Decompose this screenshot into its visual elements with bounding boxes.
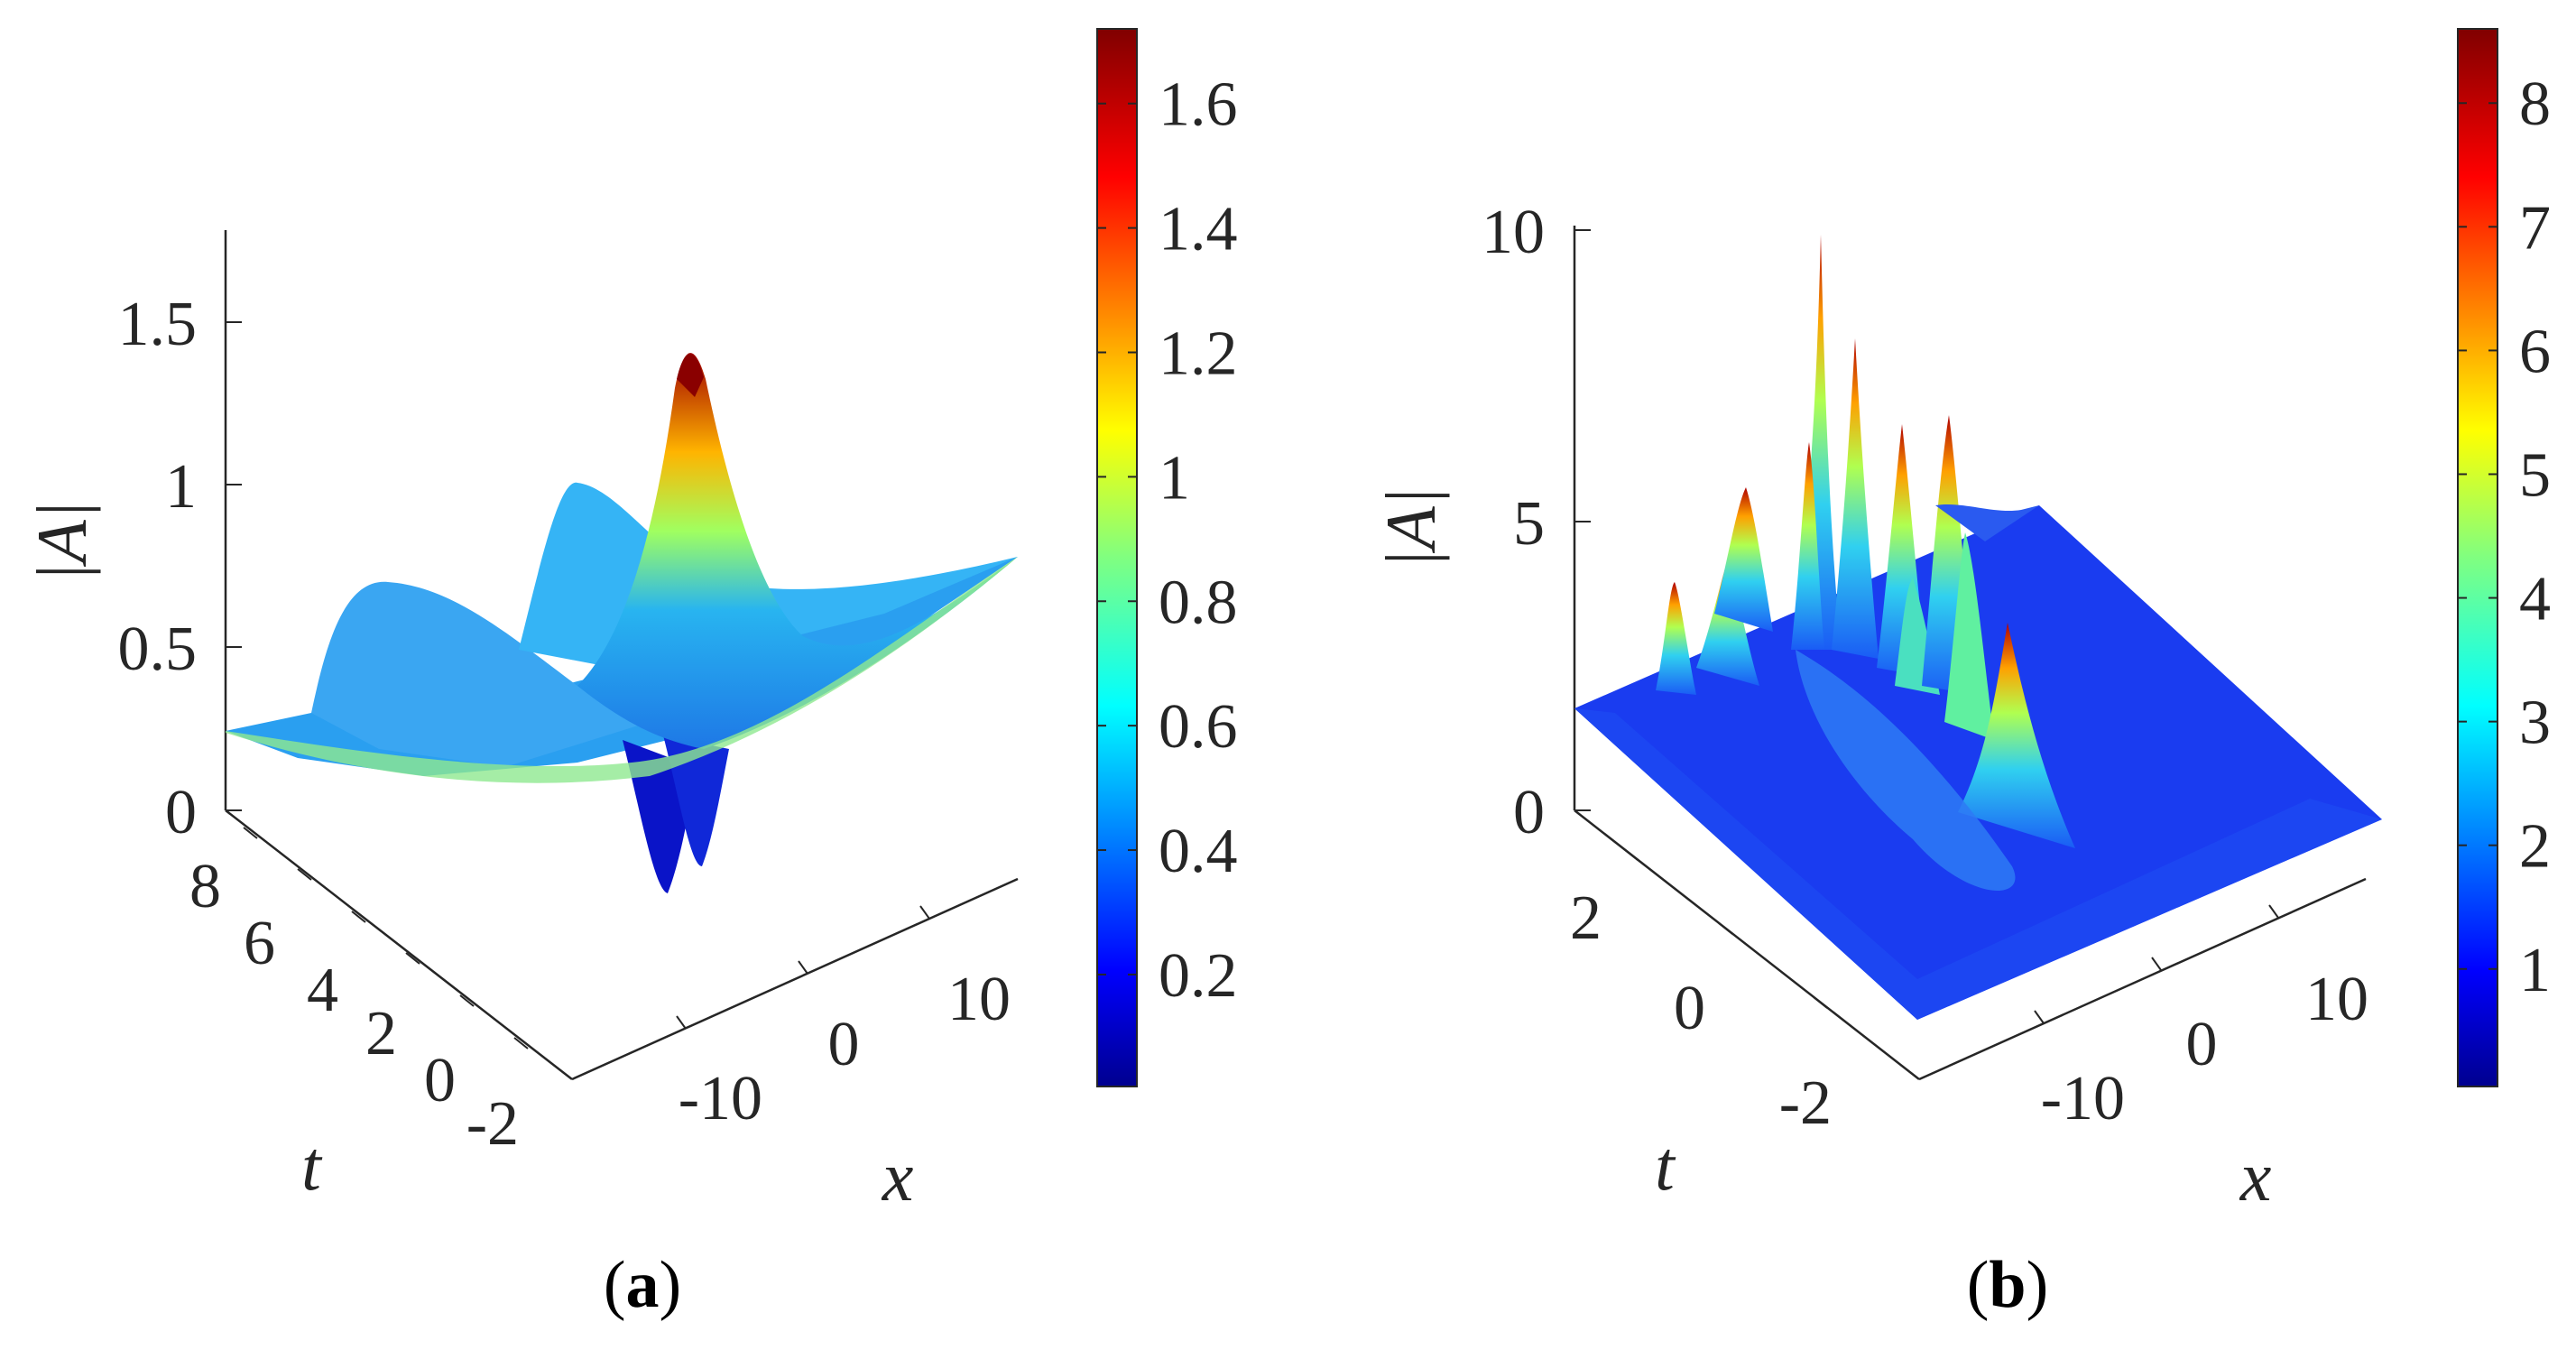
panel-a: 0 0.5 1 1.5 8 6 4 2 0 -2 -10 0 10 [23, 28, 1238, 1216]
panel-b-colorbar-tick-label: 1 [2519, 936, 2551, 1005]
panel-b-x-ticks: -10 0 10 [2034, 904, 2368, 1133]
panel-b-t-tick-neg2: -2 [1779, 1068, 1832, 1138]
panel-a-x-axis [571, 877, 1019, 1081]
panel-a-colorbar-tick-label: 1.6 [1159, 70, 1238, 140]
panel-a-colorbar-tick-label: 1 [1159, 443, 1190, 513]
panel-b-t-ticks: 2 0 -2 [1570, 848, 1832, 1138]
panel-b-t-label: t [1655, 1126, 1676, 1205]
panel-a-z-tick-2: 1 [165, 452, 197, 522]
panel-b-colorbar-tick-label: 4 [2519, 565, 2551, 634]
panel-a-colorbar-tick-label: 0.8 [1159, 568, 1238, 637]
panel-b-colorbar-tick-label: 2 [2519, 812, 2551, 882]
panel-a-t-label: t [301, 1126, 323, 1205]
panel-a-surface [226, 353, 1018, 893]
panel-a-t-ticks: 8 6 4 2 0 -2 [189, 827, 529, 1159]
panel-b-surface [1574, 235, 2382, 1020]
panel-a-x-label: x [882, 1137, 914, 1216]
panel-a-colorbar-tick-label: 0.6 [1159, 692, 1238, 762]
panel-b-colorbar-tick-label: 6 [2519, 317, 2551, 386]
panel-b-colorbar-tick-label: 5 [2519, 440, 2551, 510]
panel-b-z-tick-5: 5 [1513, 489, 1545, 559]
panel-b-colorbar [2457, 28, 2498, 1087]
panel-a-z-tick-1: 0.5 [118, 615, 198, 684]
panel-b-z-tick-0: 0 [1513, 778, 1545, 847]
panel-a-colorbar [1096, 28, 1138, 1087]
panel-a-t-tick-6: 6 [244, 909, 275, 978]
panel-a-z-tick-0: 0 [165, 778, 197, 847]
panel-b-x-tick-0: 0 [2186, 1010, 2218, 1079]
panel-b-label: (b) [1967, 1248, 2048, 1322]
panel-a-colorbar-tick-label: 1.4 [1159, 195, 1238, 264]
panel-b-x-tick-neg10: -10 [2041, 1064, 2125, 1133]
panel-a-t-axis [225, 809, 573, 1080]
panel-b: 0 5 10 2 0 -2 -10 0 10 |A| t x [1371, 28, 2551, 1216]
panel-a-t-tick-4: 4 [307, 956, 338, 1025]
panel-b-x-axis [1918, 877, 2367, 1081]
panel-a-z-ticks: 0 0.5 1 1.5 [118, 290, 242, 847]
panel-b-colorbar-ticks: 1 2 3 4 5 6 7 8 [2458, 69, 2551, 1005]
panel-a-colorbar-tick-label: 0.2 [1159, 941, 1238, 1011]
panel-a-colorbar-tick-label: 0.4 [1159, 817, 1238, 886]
panel-b-x-tick-10: 10 [2305, 965, 2368, 1034]
panel-b-z-tick-10: 10 [1482, 198, 1545, 267]
panel-b-x-label: x [2239, 1137, 2272, 1216]
panel-a-colorbar-tick-label: 1.2 [1159, 319, 1238, 388]
panel-a-t-tick-neg2: -2 [466, 1089, 519, 1159]
panel-a-x-tick-neg10: -10 [679, 1064, 762, 1133]
panel-b-z-ticks: 0 5 10 [1482, 198, 1591, 847]
panel-a-z-tick-3: 1.5 [118, 290, 198, 359]
panel-b-t-tick-2: 2 [1570, 883, 1602, 953]
panel-a-t-tick-8: 8 [189, 852, 221, 921]
panel-a-x-ticks: -10 0 10 [676, 905, 1011, 1133]
panel-a-z-label: |A| [23, 501, 101, 583]
panel-b-colorbar-tick-label: 8 [2519, 69, 2551, 139]
panel-a-colorbar-ticks: 0.2 0.4 0.6 0.8 1 1.2 1.4 1.6 [1097, 70, 1238, 1011]
panel-a-t-tick-2: 2 [365, 999, 397, 1068]
panel-a-x-tick-0: 0 [828, 1010, 860, 1079]
panel-b-z-label: |A| [1371, 487, 1450, 569]
panel-b-t-tick-0: 0 [1674, 974, 1705, 1043]
panel-b-colorbar-tick-label: 7 [2519, 193, 2551, 263]
panel-a-x-tick-10: 10 [947, 965, 1011, 1034]
panel-a-t-tick-0: 0 [424, 1046, 456, 1115]
panel-a-label: (a) [604, 1248, 681, 1322]
panel-b-colorbar-tick-label: 3 [2519, 689, 2551, 758]
